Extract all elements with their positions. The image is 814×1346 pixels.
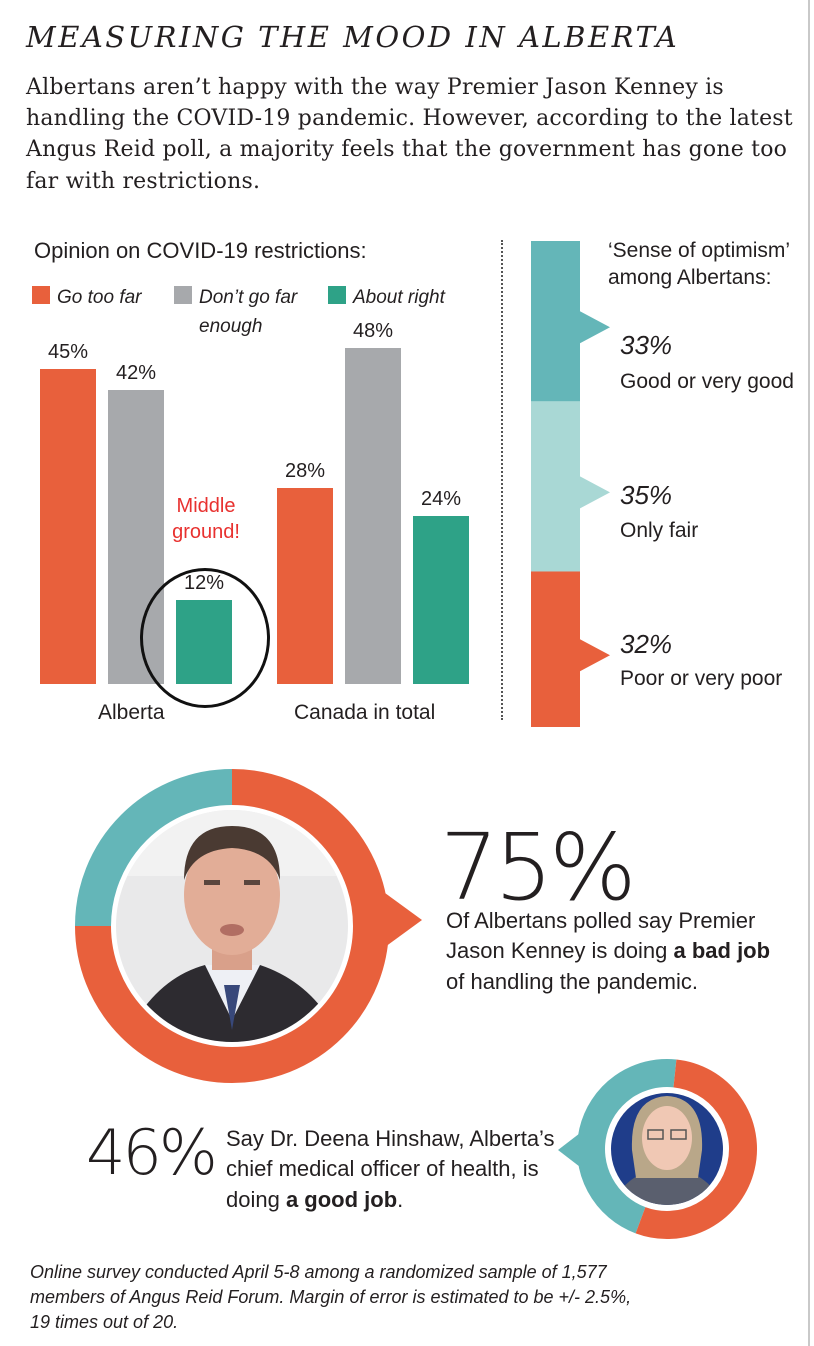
kenney-donut-remainder-arc (75, 769, 233, 927)
legend-label-go-too-far: Go too far (57, 287, 142, 308)
bar-chart-title: Opinion on COVID-19 restrictions: (34, 238, 367, 263)
frame-edge (808, 0, 810, 1346)
kenney-text-bold: a bad job (673, 938, 771, 964)
legend-about-right: About right (328, 284, 445, 308)
kenney-text-after: of handling the pandemic. (446, 968, 698, 994)
optimism-poor-label: Poor or very poor (620, 667, 783, 690)
category-label-canada: Canada in total (294, 701, 436, 724)
bar-value-label: 28% (284, 460, 326, 482)
kenney-big-percent: 75% (440, 814, 636, 921)
legend-go-too-far: Go too far (32, 284, 142, 308)
legend-label-about-right: About right (353, 287, 445, 308)
optimism-segment-1 (531, 241, 580, 402)
optimism-segment-3 (531, 571, 580, 727)
optimism-pointer-1 (580, 311, 610, 344)
optimism-segment-2 (531, 401, 580, 572)
intro-text: Albertans aren’t happy with the way Prem… (26, 75, 793, 194)
optimism-poor-value: 32% (620, 629, 673, 659)
kenney-donut-value-arc (75, 769, 389, 1083)
hinshaw-text-after: . (397, 1186, 404, 1212)
optimism-fair-value: 35% (620, 480, 673, 510)
highlight-circle (140, 568, 270, 708)
bar-value-label: 48% (352, 320, 394, 342)
kenney-description: Of Albertans polled say Premier Jason Ke… (446, 906, 776, 997)
bar-canada-in-total-1 (277, 488, 333, 684)
legend-swatch-go-too-far (32, 286, 50, 304)
legend-label-dont-go-far-enough: Don’t go far enough (199, 287, 298, 337)
optimism-pointer-3 (580, 639, 610, 672)
hinshaw-big-percent: 46% (86, 1116, 218, 1189)
bar-canada-in-total-2 (345, 348, 401, 684)
optimism-chart-title: ‘Sense of optimism’ among Albertans: (608, 239, 790, 289)
optimism-stacked-chart (531, 241, 610, 727)
kenney-text-before: Of Albertans polled say Premier Jason Ke… (446, 908, 756, 964)
category-label-alberta: Alberta (98, 701, 165, 724)
footnote: Online survey conducted April 5-8 among … (30, 1262, 632, 1332)
bar-value-label: 45% (47, 341, 89, 363)
hinshaw-description: Say Dr. Deena Hinshaw, Alberta’s chief m… (226, 1124, 556, 1215)
legend-swatch-about-right (328, 286, 346, 304)
chart-divider (501, 240, 503, 720)
optimism-pointer-2 (580, 476, 610, 509)
optimism-good-value: 33% (620, 330, 673, 360)
optimism-good-label: Good or very good (620, 370, 794, 393)
bar-alberta-1 (40, 369, 96, 684)
bar-value-label: 42% (115, 362, 157, 384)
hinshaw-text-bold: a good job (285, 1186, 398, 1212)
bar-canada-in-total-3 (413, 516, 469, 684)
page-title: MEASURING THE MOOD IN ALBERTA (26, 20, 680, 54)
bar-value-label: 24% (420, 488, 462, 510)
kenney-donut-pointer (385, 893, 422, 947)
hinshaw-donut-pointer (558, 1130, 584, 1170)
hinshaw-text-before: Say Dr. Deena Hinshaw, Alberta’s chief m… (226, 1126, 555, 1212)
middle-ground-annotation: Middle ground! (172, 495, 240, 543)
optimism-fair-label: Only fair (620, 519, 699, 542)
hinshaw-donut-remainder-arc (635, 1059, 757, 1239)
legend-swatch-dont-go-far-enough (174, 286, 192, 304)
legend-dont-go-far-enough: Don’t go far enough (174, 284, 314, 337)
hinshaw-donut-value-arc (577, 1059, 677, 1234)
